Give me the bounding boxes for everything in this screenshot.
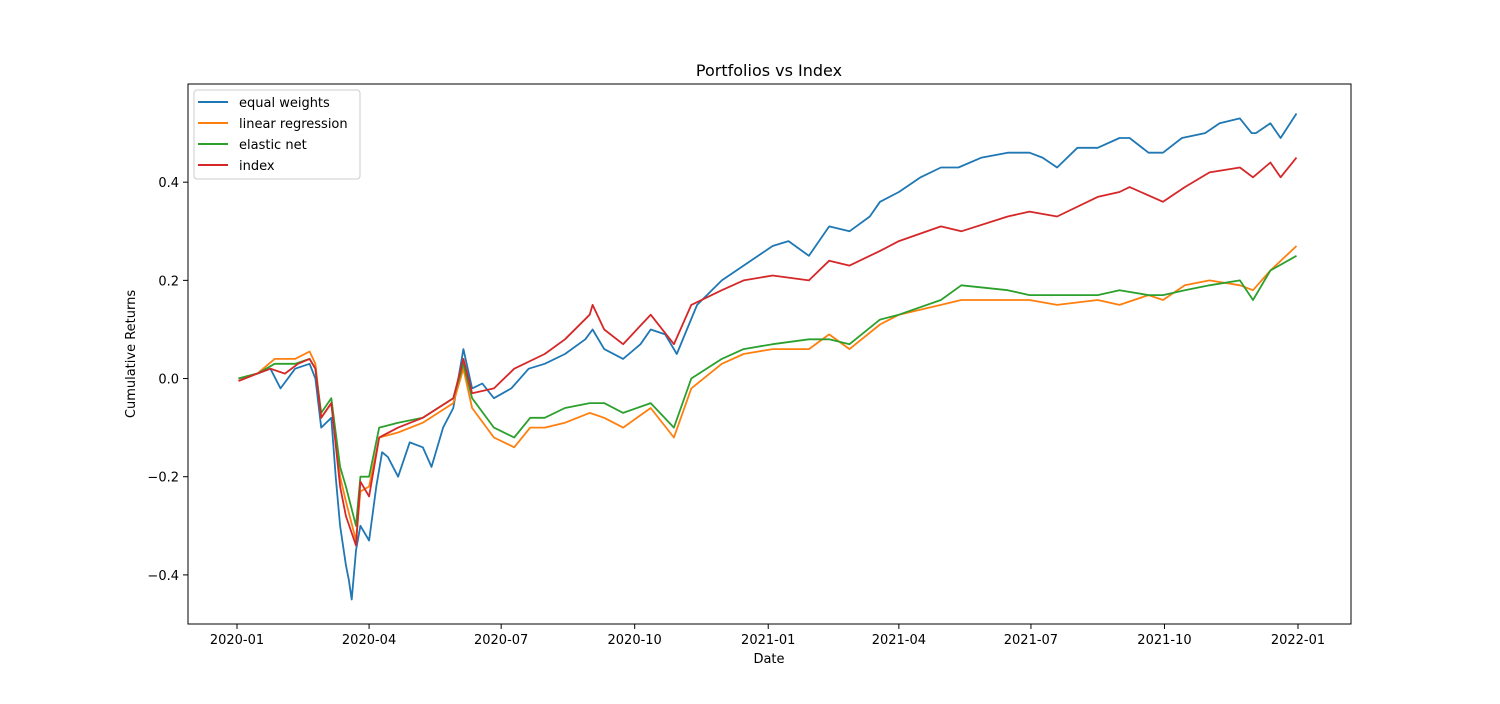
legend-label: index xyxy=(239,159,275,174)
series-line-equal-weights xyxy=(238,113,1298,601)
x-tick-label: 2021-01 xyxy=(741,633,795,648)
plot-area xyxy=(187,83,1352,625)
y-tick-label: 0.0 xyxy=(158,373,179,388)
x-tick-label: 2020-10 xyxy=(608,633,662,648)
legend-label: equal weights xyxy=(239,96,330,111)
x-tick-label: 2020-01 xyxy=(210,633,264,648)
legend: equal weights linear regression elastic ne… xyxy=(193,89,361,180)
series-layer xyxy=(238,113,1298,601)
y-axis: −0.4 −0.2 0.0 0.2 0.4 xyxy=(147,176,188,584)
plot-frame xyxy=(187,83,1352,625)
y-axis-label: Cumulative Returns xyxy=(124,290,139,418)
x-tick-label: 2021-04 xyxy=(872,633,926,648)
x-tick-label: 2020-07 xyxy=(474,633,528,648)
series-line-index xyxy=(238,157,1298,547)
x-axis-label: Date xyxy=(753,652,784,667)
y-tick-label: −0.4 xyxy=(147,569,179,584)
legend-label: linear regression xyxy=(239,117,348,132)
x-tick-label: 2022-01 xyxy=(1271,633,1325,648)
x-axis: 2020-01 2020-04 2020-07 2020-10 2021-01 2021-… xyxy=(210,624,1325,648)
x-tick-label: 2021-10 xyxy=(1137,633,1191,648)
x-tick-label: 2021-07 xyxy=(1004,633,1058,648)
y-tick-label: 0.2 xyxy=(158,274,179,289)
legend-label: elastic net xyxy=(239,138,307,153)
y-tick-label: −0.2 xyxy=(147,471,179,486)
chart-title: Portfolios vs Index xyxy=(696,61,842,80)
y-tick-label: 0.4 xyxy=(158,176,179,191)
series-line-elastic-net xyxy=(238,255,1297,527)
legend-box xyxy=(193,89,361,180)
x-tick-label: 2020-04 xyxy=(342,633,396,648)
series-line-linear-regression xyxy=(238,245,1298,542)
